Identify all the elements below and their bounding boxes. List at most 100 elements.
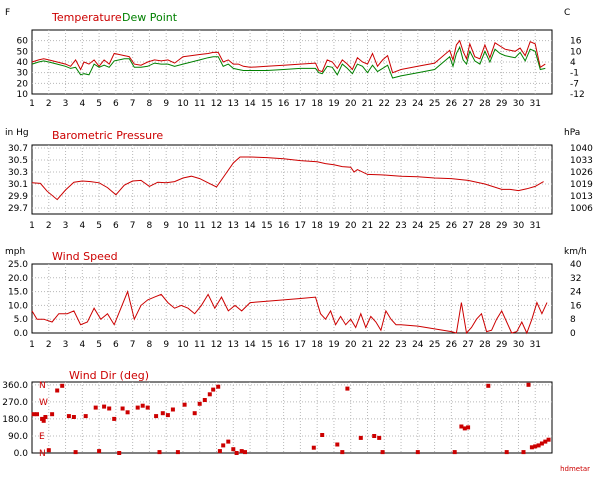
x-tick-label: 14 xyxy=(244,99,256,109)
data-point xyxy=(60,383,65,388)
x-tick-label: 3 xyxy=(63,340,69,350)
chart-title: Barometric Pressure xyxy=(52,129,163,142)
y-right-tick-label: 16 xyxy=(570,301,582,311)
x-tick-label: 19 xyxy=(328,221,340,231)
unit-left: in Hg xyxy=(5,128,29,138)
x-tick-label: 23 xyxy=(395,99,406,109)
y-right-tick-label: 1033 xyxy=(570,156,593,166)
chart-title: Wind Speed xyxy=(52,250,118,263)
y-tick-label: 0.0 xyxy=(14,329,29,339)
unit-right: hPa xyxy=(564,128,580,138)
data-point xyxy=(170,407,175,412)
data-point xyxy=(107,406,112,411)
data-point xyxy=(117,451,122,455)
series-line-wind-speed xyxy=(31,289,548,335)
y-tick-label: 5.0 xyxy=(14,315,29,325)
x-tick-label: 22 xyxy=(379,99,390,109)
x-tick-label: 22 xyxy=(379,340,390,350)
data-point xyxy=(175,450,180,455)
unit-left: F xyxy=(5,8,10,18)
x-tick-label: 25 xyxy=(429,221,440,231)
y-tick-label: 20 xyxy=(17,79,29,89)
y-right-tick-label: -7 xyxy=(570,79,579,89)
unit-right: km/h xyxy=(564,247,587,257)
x-tick-label: 13 xyxy=(228,340,239,350)
direction-label: N xyxy=(39,381,46,391)
y-tick-label: 30.5 xyxy=(8,156,28,166)
y-tick-label: 29.9 xyxy=(8,192,28,202)
x-tick-label: 5 xyxy=(96,340,102,350)
x-tick-label: 17 xyxy=(295,221,306,231)
y-right-tick-label: 10 xyxy=(570,47,582,57)
data-point xyxy=(358,435,363,440)
data-point xyxy=(93,405,98,410)
x-tick-label: 1 xyxy=(29,340,35,350)
x-tick-label: 10 xyxy=(177,221,189,231)
y-right-tick-label: -1 xyxy=(570,69,579,79)
data-point xyxy=(486,383,491,388)
x-tick-label: 14 xyxy=(244,340,256,350)
data-point xyxy=(41,418,46,423)
data-point xyxy=(165,413,170,418)
x-tick-label: 21 xyxy=(362,221,373,231)
x-tick-label: 10 xyxy=(177,99,189,109)
data-point xyxy=(120,406,125,411)
direction-label: E xyxy=(39,432,45,442)
x-tick-label: 4 xyxy=(79,340,85,350)
data-point xyxy=(73,450,78,455)
y-tick-label: 10 xyxy=(17,90,29,100)
data-point xyxy=(46,448,51,453)
data-point xyxy=(83,414,88,419)
y-tick-label: 90.0 xyxy=(8,432,28,442)
data-point xyxy=(31,412,36,417)
data-point xyxy=(377,435,382,440)
x-tick-label: 2 xyxy=(46,99,52,109)
x-tick-label: 2 xyxy=(46,221,52,231)
y-right-tick-label: 8 xyxy=(570,315,576,325)
y-tick-label: 360.0 xyxy=(2,381,28,391)
data-point xyxy=(35,412,39,417)
x-tick-label: 30 xyxy=(513,340,525,350)
x-tick-label: 12 xyxy=(211,221,222,231)
x-tick-label: 18 xyxy=(311,340,323,350)
direction-label: N xyxy=(39,449,46,459)
y-tick-label: 270.0 xyxy=(2,398,28,408)
x-tick-label: 30 xyxy=(513,221,525,231)
data-point xyxy=(543,439,548,444)
y-tick-label: 15.0 xyxy=(8,288,28,298)
chart-title: Temperature xyxy=(51,11,122,24)
data-point xyxy=(71,415,76,419)
x-tick-label: 23 xyxy=(395,221,406,231)
y-right-tick-label: 1019 xyxy=(570,180,593,190)
data-point xyxy=(380,450,385,455)
series-line-barometric-pressure xyxy=(31,156,544,201)
y-tick-label: 30 xyxy=(17,69,29,79)
y-right-tick-label: -12 xyxy=(570,90,585,100)
x-tick-label: 5 xyxy=(96,99,102,109)
data-point xyxy=(135,405,140,410)
x-tick-label: 12 xyxy=(211,99,222,109)
y-right-tick-label: 16 xyxy=(570,37,582,47)
x-tick-label: 9 xyxy=(163,340,169,350)
y-tick-label: 40 xyxy=(17,58,29,68)
x-tick-label: 25 xyxy=(429,99,440,109)
x-tick-label: 15 xyxy=(261,340,272,350)
x-tick-label: 27 xyxy=(462,340,473,350)
data-point xyxy=(239,449,244,454)
x-tick-label: 28 xyxy=(479,221,491,231)
data-point xyxy=(504,450,509,455)
data-point xyxy=(160,411,165,416)
x-tick-label: 4 xyxy=(79,221,85,231)
x-tick-label: 21 xyxy=(362,340,373,350)
data-point xyxy=(320,433,325,437)
x-tick-label: 8 xyxy=(147,221,153,231)
data-point xyxy=(231,447,236,452)
data-point xyxy=(243,450,247,455)
x-tick-label: 20 xyxy=(345,340,357,350)
x-tick-label: 21 xyxy=(362,99,373,109)
x-tick-label: 3 xyxy=(63,221,69,231)
y-tick-label: 0.0 xyxy=(14,449,29,459)
x-tick-label: 31 xyxy=(529,221,540,231)
x-tick-label: 5 xyxy=(96,221,102,231)
data-point xyxy=(140,403,145,408)
